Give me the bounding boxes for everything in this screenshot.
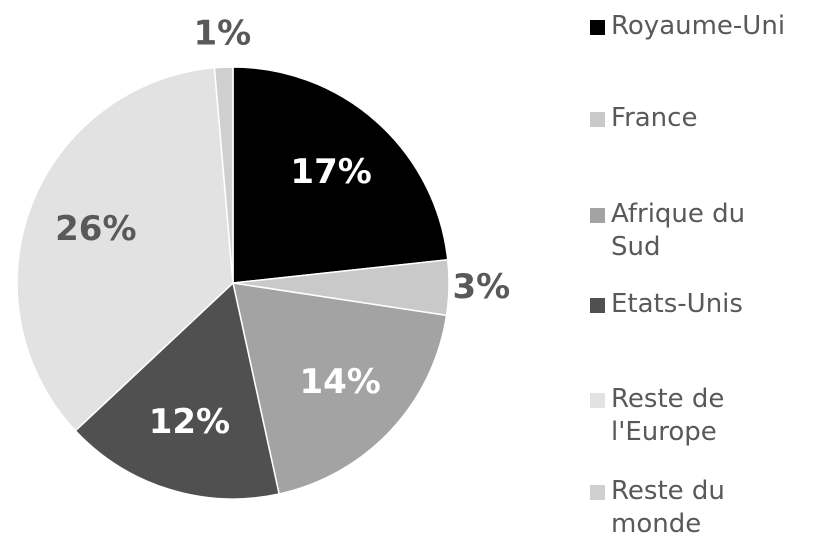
legend-item: Reste de l'Europe <box>590 383 801 449</box>
legend-label: Reste de l'Europe <box>611 384 725 447</box>
data-label: 17% <box>290 152 371 192</box>
legend-label: France <box>611 103 698 133</box>
data-label: 26% <box>55 209 136 249</box>
legend-label: Etats-Unis <box>611 289 743 319</box>
data-label: 14% <box>299 362 380 402</box>
pie-slice <box>232 66 449 284</box>
data-label: 1% <box>193 13 251 53</box>
legend-item: France <box>590 102 801 135</box>
legend-item: Royaume-Uni <box>590 10 801 43</box>
legend-item: Reste du monde <box>590 475 801 541</box>
legend-label: Reste du monde <box>611 476 725 539</box>
pie-slice <box>213 66 234 284</box>
data-label: 12% <box>149 402 230 442</box>
pie-area: 17% 3% 14% 12% 26% 1% <box>16 13 510 500</box>
legend-swatch <box>590 298 605 313</box>
legend-label: Afrique du Sud <box>611 199 746 262</box>
legend-swatch <box>590 393 605 408</box>
legend-item: Afrique du Sud <box>590 198 801 264</box>
pie-slice <box>232 282 448 495</box>
legend-swatch <box>590 20 605 35</box>
legend-swatch <box>590 112 605 127</box>
legend-item: Etats-Unis <box>590 288 801 321</box>
pie-slice <box>74 281 281 500</box>
pie-slice <box>16 66 234 432</box>
data-label: 3% <box>452 267 510 307</box>
legend-label: Royaume-Uni <box>611 11 786 41</box>
legend-swatch <box>590 485 605 500</box>
legend-swatch <box>590 208 605 223</box>
